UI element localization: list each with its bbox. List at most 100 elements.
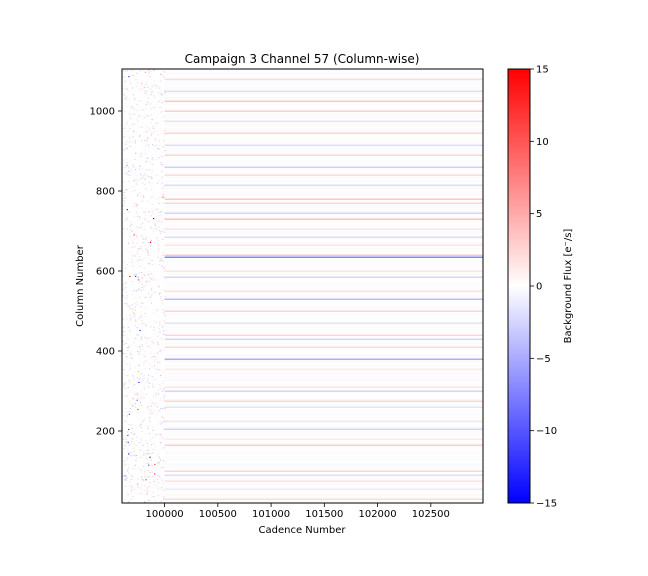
noise-pixel: [123, 85, 125, 87]
row-stripe: [164, 184, 483, 186]
noise-pixel: [152, 491, 154, 493]
noise-pixel: [150, 245, 152, 247]
noise-pixel: [132, 316, 134, 318]
noise-pixel: [158, 462, 160, 464]
faint-row-stripe: [164, 299, 483, 301]
noise-pixel: [128, 98, 130, 100]
noise-pixel: [147, 269, 149, 271]
noise-pixel: [123, 438, 125, 440]
noise-pixel: [125, 407, 127, 409]
noise-pixel: [139, 93, 142, 95]
noise-pixel: [147, 385, 149, 387]
noise-pixel: [133, 180, 136, 182]
noise-pixel: [132, 496, 134, 498]
noise-pixel: [135, 88, 138, 90]
noise-pixel: [136, 302, 138, 304]
noise-pixel: [145, 248, 147, 250]
faint-row-stripe: [164, 261, 483, 262]
faint-row-stripe: [164, 470, 483, 471]
noise-pixel: [131, 106, 133, 108]
faint-row-stripe: [164, 373, 483, 374]
noise-pixel: [153, 106, 155, 109]
faint-row-stripe: [164, 278, 483, 279]
faint-row-stripe: [164, 482, 483, 483]
noise-pixel: [150, 215, 152, 217]
noise-pixel: [152, 395, 155, 397]
faint-row-stripe: [164, 452, 483, 453]
noise-pixel: [162, 241, 164, 243]
noise-pixel: [149, 88, 152, 90]
noise-pixel: [125, 356, 128, 358]
noise-pixel: [151, 259, 153, 261]
noise-pixel: [147, 147, 150, 149]
noise-pixel: [122, 181, 124, 183]
row-stripe: [164, 110, 483, 112]
faint-row-stripe: [164, 385, 483, 386]
faint-row-stripe: [164, 211, 483, 212]
noise-pixel: [136, 72, 138, 74]
noise-pixel: [164, 89, 166, 91]
noise-pixel: [124, 239, 127, 242]
noise-pixel: [160, 434, 163, 436]
noise-pixel: [141, 259, 143, 261]
noise-pixel: [140, 404, 142, 407]
noise-pixel: [153, 158, 156, 160]
noise-pixel: [144, 83, 146, 85]
faint-row-stripe: [164, 188, 483, 189]
noise-pixel: [148, 161, 151, 164]
faint-row-stripe: [164, 325, 483, 326]
noise-pixel: [131, 354, 134, 356]
noise-pixel: [156, 237, 158, 239]
noise-pixel: [153, 326, 155, 328]
noise-pixel: [132, 164, 134, 166]
noise-pixel: [132, 94, 134, 96]
faint-row-stripe: [164, 101, 483, 103]
noise-pixel: [143, 419, 145, 421]
noise-pixel: [146, 316, 148, 318]
noise-pixel: [127, 464, 129, 466]
noise-pixel: [153, 428, 155, 430]
noise-pixel: [130, 289, 132, 291]
noise-pixel: [142, 450, 144, 452]
faint-row-stripe: [164, 182, 483, 183]
noise-pixel: [140, 153, 142, 155]
y-tick-label: 800: [96, 187, 115, 198]
noise-pixel: [160, 204, 163, 207]
faint-row-stripe: [164, 381, 483, 382]
noise-pixel: [149, 336, 151, 338]
noise-pixel: [128, 180, 130, 182]
noise-pixel: [137, 483, 139, 485]
noise-pixel: [135, 431, 137, 433]
noise-pixel: [161, 407, 164, 409]
noise-pixel: [132, 312, 135, 314]
noise-pixel: [149, 425, 151, 427]
noise-pixel: [141, 283, 144, 285]
noise-pixel: [134, 177, 136, 179]
noise-pixel: [137, 316, 139, 318]
noise-pixel: [124, 112, 126, 114]
noise-pixel: [126, 475, 128, 477]
noise-pixel: [122, 87, 125, 90]
noise-pixel: [130, 171, 132, 173]
noise-pixel: [133, 331, 135, 334]
noise-pixel: [155, 223, 157, 225]
noise-pixel: [148, 452, 150, 454]
noise-pixel: [130, 246, 133, 248]
noise-pixel: [159, 259, 162, 261]
noise-pixel: [141, 344, 143, 346]
noise-pixel: [158, 324, 160, 326]
row-stripe: [164, 202, 483, 204]
noise-pixel: [144, 211, 147, 213]
noise-pixel: [137, 279, 139, 282]
noise-pixel: [123, 436, 125, 438]
faint-row-stripe: [164, 382, 483, 384]
noise-pixel: [135, 118, 138, 120]
noise-pixel: [127, 434, 130, 436]
faint-row-stripe: [164, 226, 483, 228]
noise-pixel: [144, 173, 146, 175]
noise-pixel: [135, 320, 137, 322]
noise-pixel: [161, 323, 163, 325]
noise-pixel: [122, 169, 124, 171]
noise-pixel: [131, 141, 134, 143]
noise-pixel: [129, 403, 132, 405]
